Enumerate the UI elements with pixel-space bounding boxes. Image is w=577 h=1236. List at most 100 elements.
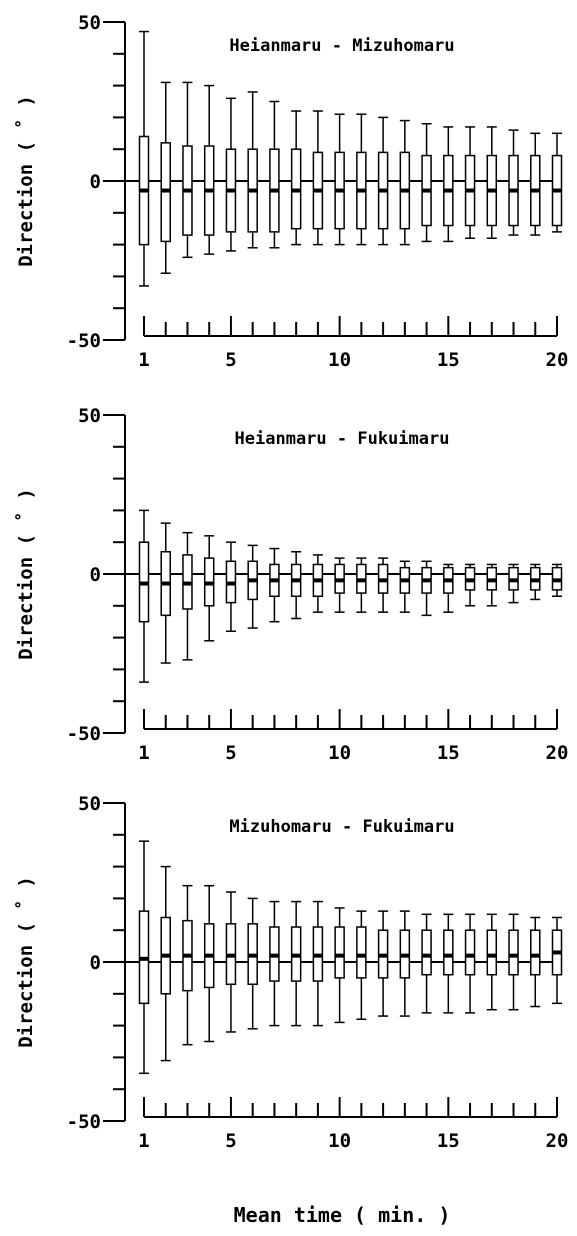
median-mark	[291, 578, 301, 583]
x-tick-label: 5	[225, 742, 236, 764]
box-2	[160, 81, 171, 274]
box-3	[182, 531, 193, 661]
median-mark	[161, 581, 171, 586]
box-iqr	[486, 929, 498, 976]
median-mark	[291, 953, 301, 958]
panel-title: Mizuhomaru - Fukuimaru	[229, 817, 454, 837]
box-17	[486, 126, 498, 239]
median-mark	[313, 953, 323, 958]
y-tick-label: 50	[78, 405, 101, 427]
box-19	[530, 132, 541, 236]
median-mark	[226, 581, 236, 586]
box-18	[508, 563, 519, 604]
median-mark	[400, 578, 410, 583]
box-5	[225, 97, 237, 252]
x-tick-label: 20	[546, 1130, 569, 1152]
box-11	[356, 557, 367, 613]
x-tick-label: 15	[437, 349, 460, 371]
median-mark	[530, 953, 540, 958]
median-mark	[509, 578, 519, 583]
box-18	[508, 913, 519, 1011]
median-mark	[530, 578, 540, 583]
x-tick-label: 15	[437, 742, 460, 764]
box-1	[138, 840, 150, 1075]
box-8	[290, 900, 302, 1027]
box-iqr	[530, 929, 541, 976]
median-mark	[248, 578, 258, 583]
y-tick-label: -50	[67, 330, 101, 352]
box-15	[443, 126, 454, 243]
median-mark	[378, 578, 388, 583]
box-2	[160, 865, 171, 1062]
median-mark	[313, 188, 323, 193]
x-tick-label: 5	[225, 1130, 236, 1152]
median-mark	[313, 578, 323, 583]
x-tick-label: 1	[138, 349, 149, 371]
box-9	[312, 554, 324, 613]
box-7	[269, 900, 280, 1027]
box-1	[138, 30, 150, 287]
median-mark	[161, 188, 171, 193]
box-1	[138, 509, 150, 683]
box-iqr	[356, 926, 367, 979]
median-mark	[204, 188, 214, 193]
median-mark	[422, 578, 432, 583]
box-iqr	[443, 929, 454, 976]
x-tick-label: 5	[225, 349, 236, 371]
median-mark	[248, 188, 258, 193]
box-13	[399, 119, 411, 246]
box-17	[486, 913, 498, 1011]
y-axis-label: Direction ( ˚ )	[14, 95, 37, 267]
box-15	[443, 913, 454, 1014]
box-5	[225, 541, 237, 632]
median-mark	[291, 188, 301, 193]
box-16	[464, 126, 476, 239]
x-tick-label: 20	[546, 742, 569, 764]
median-mark	[182, 581, 192, 586]
box-6	[247, 897, 258, 1030]
median-mark	[335, 188, 345, 193]
box-18	[508, 129, 519, 236]
box-2	[160, 522, 171, 664]
y-axis-label: Direction ( ˚ )	[14, 488, 37, 660]
box-8	[290, 550, 302, 620]
x-tick-label: 10	[328, 349, 351, 371]
median-mark	[335, 578, 345, 583]
median-mark	[509, 953, 519, 958]
median-mark	[226, 188, 236, 193]
median-mark	[269, 953, 279, 958]
median-mark	[552, 578, 562, 583]
median-mark	[356, 953, 366, 958]
median-mark	[552, 188, 562, 193]
median-mark	[226, 953, 236, 958]
box-16	[464, 913, 476, 1014]
median-mark	[422, 953, 432, 958]
median-mark	[139, 581, 149, 586]
box-3	[182, 81, 193, 259]
median-mark	[204, 953, 214, 958]
box-10	[334, 113, 345, 246]
median-mark	[248, 953, 258, 958]
median-mark	[422, 188, 432, 193]
box-11	[356, 113, 367, 246]
median-mark	[443, 578, 453, 583]
box-8	[290, 110, 302, 246]
median-mark	[182, 188, 192, 193]
median-mark	[443, 953, 453, 958]
box-4	[203, 884, 215, 1043]
median-mark	[400, 188, 410, 193]
box-16	[464, 563, 476, 607]
box-19	[530, 563, 541, 601]
median-mark	[509, 188, 519, 193]
median-mark	[530, 188, 540, 193]
median-mark	[139, 956, 149, 961]
box-13	[399, 910, 411, 1017]
box-19	[530, 916, 541, 1008]
x-tick-label: 1	[138, 1130, 149, 1152]
box-iqr	[464, 929, 476, 976]
panel-title: Heianmaru - Fukuimaru	[235, 429, 450, 449]
median-mark	[487, 188, 497, 193]
